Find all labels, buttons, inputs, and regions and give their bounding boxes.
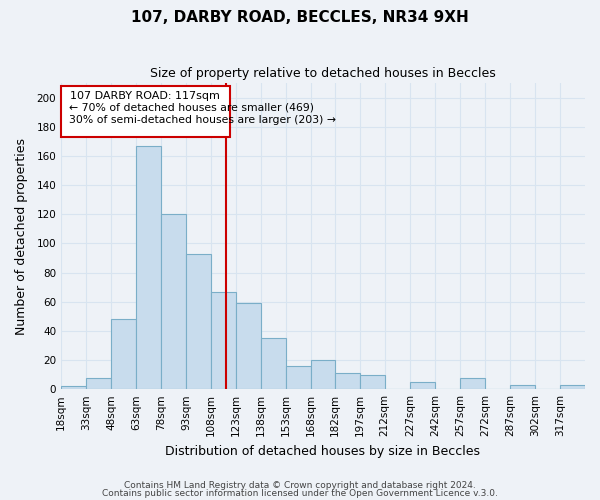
Bar (111, 319, 136, 389)
Bar (359, 374, 385, 389)
Bar (61, 386, 86, 389)
Y-axis label: Number of detached properties: Number of detached properties (15, 138, 28, 334)
FancyBboxPatch shape (61, 86, 230, 137)
Bar (136, 146, 161, 389)
Bar (510, 385, 535, 389)
Bar (86, 378, 111, 389)
Bar (335, 373, 359, 389)
Bar (410, 382, 435, 389)
Bar (236, 303, 261, 389)
Bar (211, 292, 236, 389)
Bar (186, 254, 211, 389)
Bar (261, 338, 286, 389)
Text: 107 DARBY ROAD: 117sqm: 107 DARBY ROAD: 117sqm (70, 90, 220, 101)
Text: Contains public sector information licensed under the Open Government Licence v.: Contains public sector information licen… (102, 489, 498, 498)
Bar (161, 214, 186, 389)
Bar (286, 366, 311, 389)
Text: 30% of semi-detached houses are larger (203) →: 30% of semi-detached houses are larger (… (69, 115, 336, 125)
Bar (560, 385, 585, 389)
Bar (311, 360, 335, 389)
Text: Contains HM Land Registry data © Crown copyright and database right 2024.: Contains HM Land Registry data © Crown c… (124, 480, 476, 490)
Bar (460, 378, 485, 389)
Title: Size of property relative to detached houses in Beccles: Size of property relative to detached ho… (150, 68, 496, 80)
X-axis label: Distribution of detached houses by size in Beccles: Distribution of detached houses by size … (166, 444, 481, 458)
Text: 107, DARBY ROAD, BECCLES, NR34 9XH: 107, DARBY ROAD, BECCLES, NR34 9XH (131, 10, 469, 25)
Text: ← 70% of detached houses are smaller (469): ← 70% of detached houses are smaller (46… (69, 103, 314, 113)
